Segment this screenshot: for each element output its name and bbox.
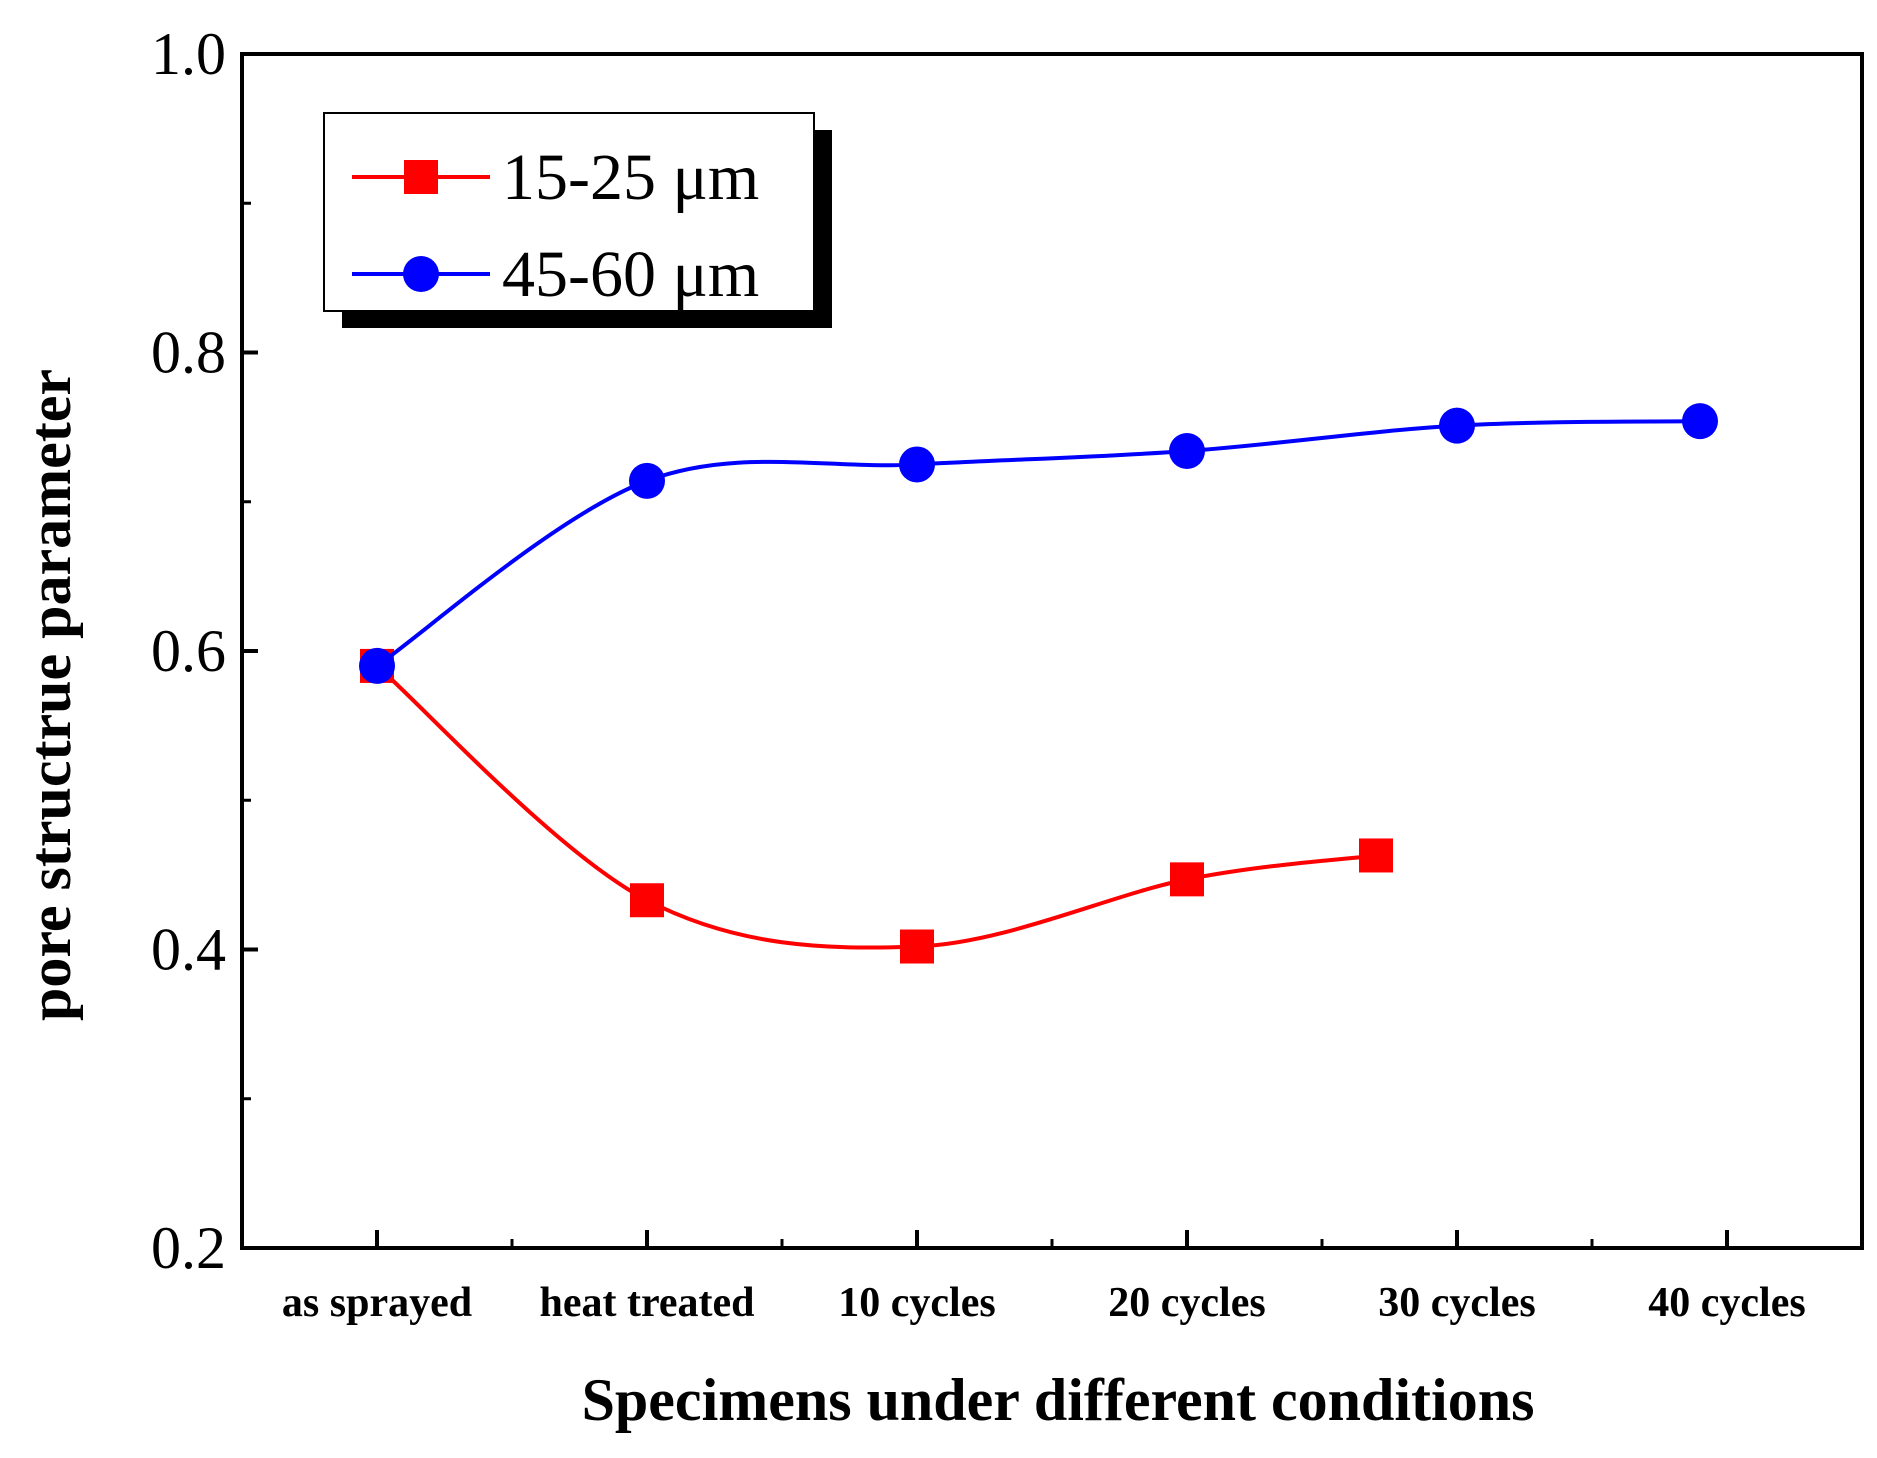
x-tick-label: as sprayed (282, 1280, 472, 1326)
axis-ticks: 0.2 0.4 0.6 0.8 1.0 as sprayed heat treated 10 … (151, 21, 1806, 1326)
series-2 (359, 403, 1718, 684)
legend-marker-series-1 (404, 160, 438, 194)
legend-label-series-2: 45-60 μm (502, 238, 759, 311)
series-1 (360, 648, 1393, 964)
data-point-square (900, 929, 934, 964)
data-point-circle (629, 462, 665, 499)
data-point-circle (359, 647, 395, 684)
data-point-square (630, 883, 664, 918)
x-tick-label: 30 cycles (1378, 1280, 1535, 1326)
legend-marker-series-2 (403, 256, 439, 292)
y-tick-label: 0.8 (151, 320, 226, 386)
y-tick-label: 0.6 (151, 618, 226, 684)
series-2-line (375, 419, 1701, 668)
x-tick-label: 10 cycles (838, 1280, 995, 1326)
y-axis-title: pore structrue parameter (17, 369, 83, 1021)
y-tick-label: 1.0 (151, 21, 226, 87)
y-tick-label: 0.2 (151, 1215, 226, 1281)
x-tick-label: heat treated (540, 1280, 755, 1326)
y-tick-label: 0.4 (151, 917, 226, 983)
data-point-circle (1169, 433, 1205, 470)
legend-label-series-1: 15-25 μm (502, 141, 759, 214)
data-point-circle (1682, 403, 1718, 440)
x-tick-label: 20 cycles (1108, 1280, 1265, 1326)
data-point-circle (899, 446, 935, 483)
data-point-square (1170, 862, 1204, 897)
x-axis-title: Specimens under different conditions (582, 1367, 1535, 1433)
series-layer (359, 403, 1718, 964)
legend: 15-25 μm 45-60 μm (323, 112, 832, 328)
data-point-circle (1439, 407, 1475, 444)
x-tick-label: 40 cycles (1648, 1280, 1805, 1326)
data-point-square (1359, 838, 1393, 873)
series-1-line (375, 664, 1377, 950)
